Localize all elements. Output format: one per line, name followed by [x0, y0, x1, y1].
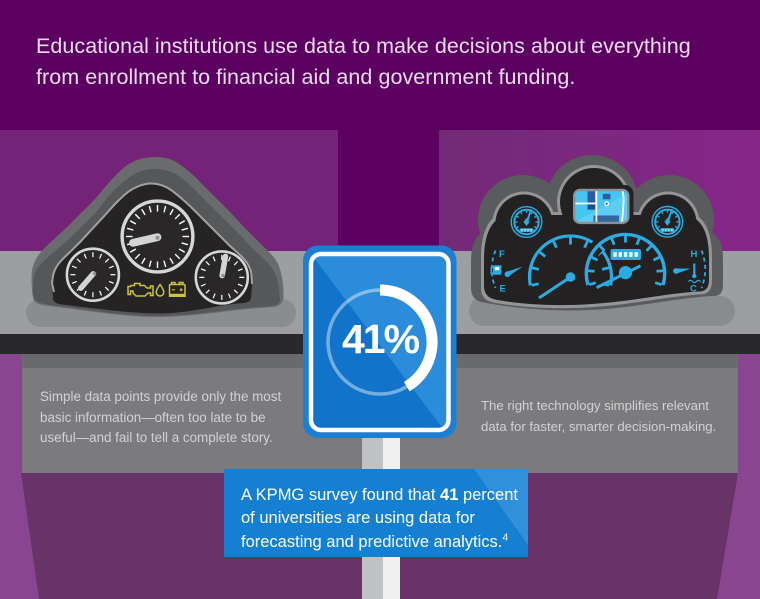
svg-text:C: C — [690, 284, 697, 295]
svg-text:E: E — [500, 284, 506, 295]
svg-text:H: H — [691, 249, 698, 260]
svg-text:F: F — [499, 249, 505, 260]
